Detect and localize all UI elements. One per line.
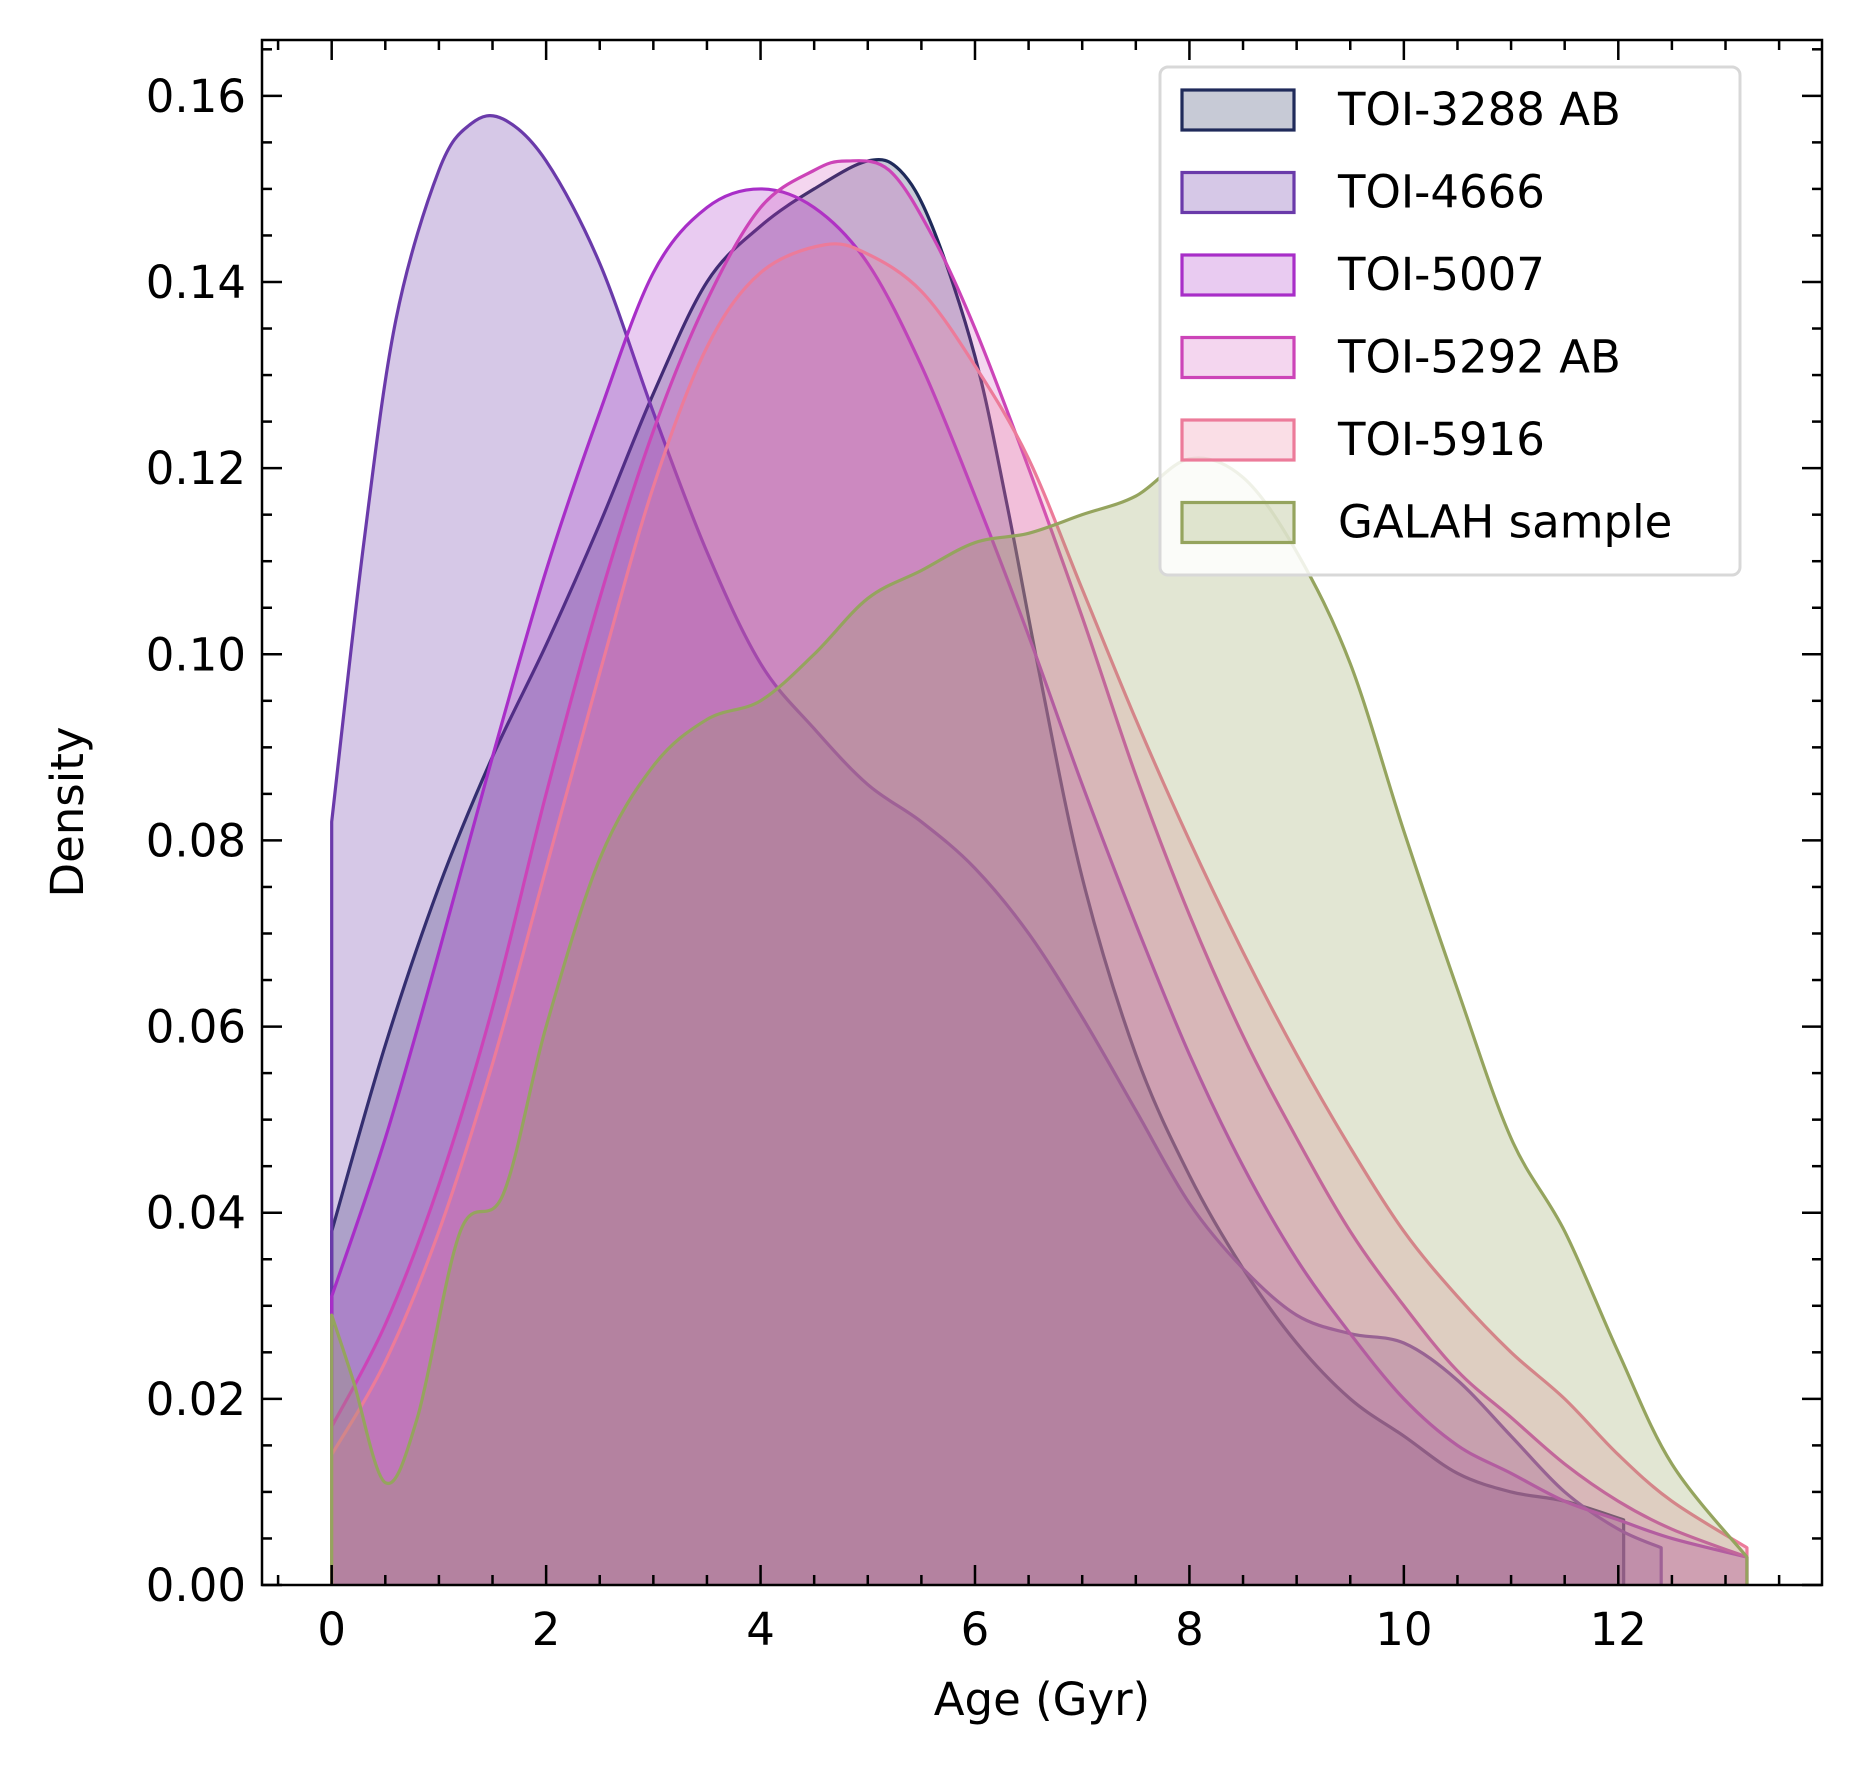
x-tick-label: 12	[1590, 1603, 1647, 1656]
legend-swatch-galah-sample	[1180, 500, 1296, 545]
axes-frame	[260, 38, 1824, 1587]
x-tick-label: 6	[961, 1603, 990, 1656]
x-tick-label: 10	[1375, 1603, 1432, 1656]
series-fill-toi-5916	[331, 243, 1747, 1586]
series-layer	[330, 114, 1749, 1586]
ticks-layer: 0 2 4 6 8 10 12 0.00 0.02 0.04 0.06 0.08 0.10 0.12 0.1…	[146, 40, 1822, 1656]
y-tick-label: 0.14	[146, 256, 246, 309]
x-tick-label: 0	[317, 1603, 346, 1656]
series-line-toi-3288-ab	[330, 158, 1626, 1585]
legend-frame	[1158, 65, 1742, 577]
legend-label-toi-3288-ab: TOI-3288 AB	[1337, 83, 1621, 136]
legend-label-toi-5916: TOI-5916	[1337, 413, 1545, 466]
y-tick-label: 0.00	[146, 1559, 246, 1612]
legend-label-galah-sample: GALAH sample	[1338, 496, 1672, 549]
legend-swatch-toi-5007	[1180, 253, 1296, 297]
y-tick-label: 0.04	[146, 1187, 246, 1240]
legend-items: TOI-3288 AB TOI-4666 TOI-5007 TOI-5292 AB TO…	[1180, 83, 1672, 549]
series-line-toi-5916	[330, 242, 1749, 1585]
x-tick-label: 2	[532, 1603, 561, 1656]
series-line-toi-5007	[330, 187, 1749, 1585]
x-tick-label: 4	[746, 1603, 775, 1656]
legend-swatch-toi-3288-ab	[1180, 88, 1296, 132]
y-tick-label: 0.12	[146, 442, 246, 495]
legend-swatch-toi-4666	[1180, 170, 1296, 215]
series-line-galah-sample	[330, 456, 1749, 1585]
legend-swatch-toi-5292-ab	[1180, 335, 1296, 380]
x-axis-label: Age (Gyr)	[934, 1673, 1150, 1726]
y-tick-label: 0.16	[146, 70, 246, 123]
series-fill-galah-sample	[331, 458, 1747, 1586]
y-tick-label: 0.10	[146, 628, 246, 681]
y-tick-label: 0.06	[146, 1001, 246, 1054]
x-tick-label: 8	[1175, 1603, 1204, 1656]
legend-label-toi-5007: TOI-5007	[1337, 248, 1545, 301]
series-fill-toi-4666	[331, 115, 1662, 1586]
legend-label-toi-4666: TOI-4666	[1337, 166, 1545, 219]
legend-label-toi-5292-ab: TOI-5292 AB	[1337, 331, 1621, 384]
y-axis-label: Density	[41, 726, 94, 897]
series-line-toi-4666	[330, 114, 1663, 1585]
series-fill-toi-5007	[331, 188, 1747, 1585]
legend: TOI-3288 AB TOI-4666 TOI-5007 TOI-5292 AB TO…	[1158, 65, 1742, 577]
y-tick-label: 0.08	[146, 814, 246, 867]
series-fill-toi-5292-ab	[331, 160, 1747, 1585]
y-tick-label: 0.02	[146, 1373, 246, 1426]
legend-swatch-toi-5916	[1180, 418, 1296, 462]
series-line-toi-5292-ab	[330, 159, 1749, 1585]
